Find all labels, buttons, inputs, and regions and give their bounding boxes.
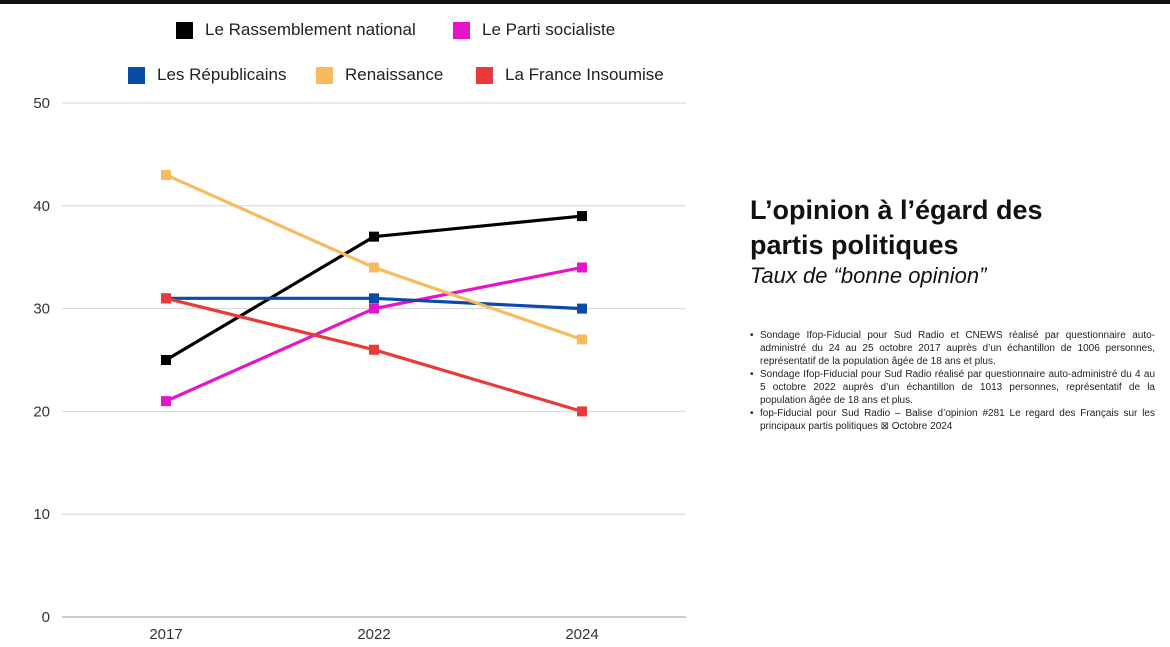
panel-title-line1: L’opinion à l’égard des [750, 195, 1043, 225]
y-tick-label: 30 [33, 301, 50, 318]
data-point-le-rassemblement-national [577, 211, 587, 222]
legend-label: Le Parti socialiste [482, 20, 616, 39]
panel-title-line2: partis politiques [750, 230, 959, 260]
legend-item-france-insoumise: La France Insoumise [476, 65, 664, 85]
y-tick-label: 0 [42, 609, 50, 626]
x-tick-label: 2022 [357, 626, 390, 643]
legend-item-parti-socialiste: Le Parti socialiste [453, 20, 615, 40]
y-tick-label: 50 [33, 95, 50, 112]
source-note: Sondage Ifop-Fiducial pour Sud Radio et … [750, 329, 1155, 368]
legend-item-rassemblement-national: Le Rassemblement national [176, 20, 416, 40]
y-tick-label: 10 [33, 506, 50, 523]
line-chart: 0 10 20 30 40 50 2017 2022 2024 [33, 95, 686, 643]
data-point-la-france-insoumise [369, 344, 379, 355]
legend-swatch [453, 21, 470, 39]
x-tick-label: 2024 [565, 626, 598, 643]
data-point-le-parti-socialiste [161, 396, 171, 407]
data-point-le-rassemblement-national [369, 231, 379, 242]
data-point-le-rassemblement-national [161, 355, 171, 365]
data-point-les-republicains [577, 303, 587, 314]
legend-swatch [176, 21, 193, 39]
legend-label: Renaissance [345, 65, 444, 84]
data-point-renaissance [577, 334, 587, 345]
legend-label: Le Rassemblement national [205, 20, 416, 39]
data-point-le-parti-socialiste [577, 262, 587, 273]
legend-item-republicains: Les Républicains [128, 65, 286, 85]
y-tick-label: 40 [33, 198, 50, 215]
data-point-renaissance [161, 169, 171, 180]
legend-swatch [128, 66, 145, 84]
legend-swatch [476, 66, 493, 84]
data-point-la-france-insoumise [161, 293, 171, 304]
y-tick-label: 20 [33, 403, 50, 420]
data-point-la-france-insoumise [577, 406, 587, 417]
data-point-le-parti-socialiste [369, 303, 379, 314]
source-notes: Sondage Ifop-Fiducial pour Sud Radio et … [750, 329, 1155, 433]
series-line-la-france-insoumise [165, 296, 583, 413]
legend-item-renaissance: Renaissance [316, 65, 443, 85]
legend-swatch [316, 66, 333, 84]
x-tick-label: 2017 [149, 626, 182, 643]
source-note: Sondage Ifop-Fiducial pour Sud Radio réa… [750, 368, 1155, 407]
data-point-les-republicains [369, 293, 379, 304]
legend-label: La France Insoumise [505, 65, 664, 84]
series-line-le-parti-socialiste [165, 265, 583, 403]
source-note: fop-Fiducial pour Sud Radio – Balise d’o… [750, 407, 1155, 433]
top-rule [0, 0, 1170, 4]
legend-label: Les Républicains [157, 65, 287, 84]
info-panel: L’opinion à l’égard des partis politique… [750, 193, 1155, 433]
chart-legend: Le Rassemblement national Le Parti socia… [0, 0, 700, 100]
panel-subtitle: Taux de “bonne opinion” [750, 263, 987, 288]
data-point-renaissance [369, 262, 379, 273]
